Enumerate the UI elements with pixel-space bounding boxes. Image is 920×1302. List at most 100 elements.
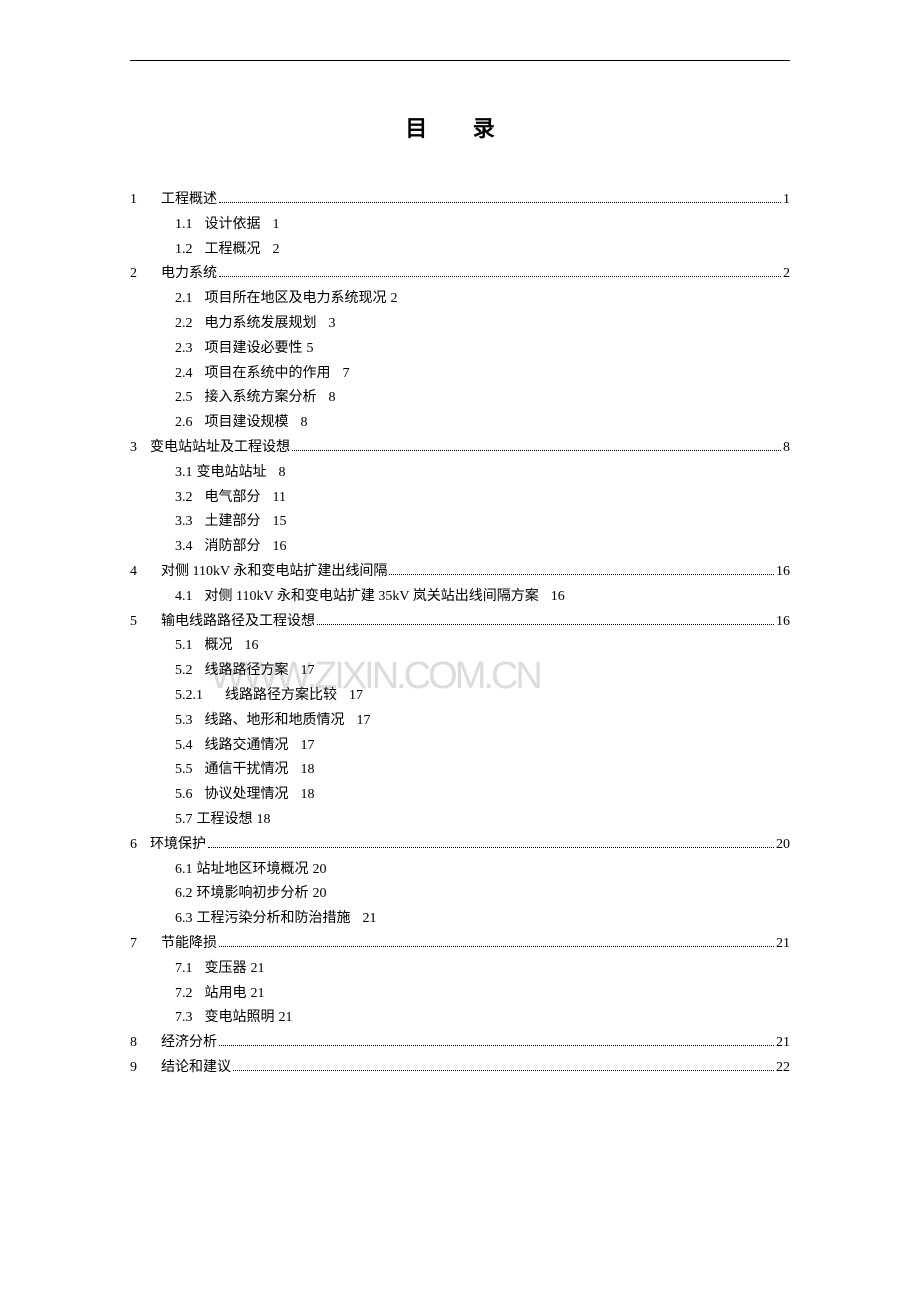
toc-entry-page: 8 bbox=[301, 411, 308, 435]
toc-sub-entry: 6.3工程污染分析和防治措施21 bbox=[130, 907, 790, 931]
toc-sub-entry: 5.6 协议处理情况 18 bbox=[130, 783, 790, 807]
toc-entry-page: 21 bbox=[776, 1031, 790, 1055]
toc-entry-page: 2 bbox=[391, 287, 398, 311]
toc-entry-label: 协议处理情况 bbox=[205, 783, 289, 807]
toc-entry-label: 线路路径方案比较 bbox=[225, 684, 337, 708]
toc-entry-number: 9 bbox=[130, 1056, 155, 1080]
toc-entry-label: 节能降损 bbox=[161, 932, 217, 956]
toc-entry-page: 18 bbox=[301, 783, 315, 807]
toc-entry-page: 16 bbox=[776, 610, 790, 634]
toc-entry-label: 项目建设必要性 bbox=[205, 337, 303, 361]
toc-entry-number: 4 bbox=[130, 560, 155, 584]
toc-leader-dots bbox=[219, 946, 774, 947]
toc-entry-label: 工程设想 bbox=[197, 808, 253, 832]
toc-entry-page: 20 bbox=[313, 858, 327, 882]
toc-sub-entry: 5.4线路交通情况17 bbox=[130, 734, 790, 758]
toc-entry-page: 20 bbox=[776, 833, 790, 857]
toc-entry-number: 7.2 bbox=[175, 982, 193, 1006]
toc-entry-page: 1 bbox=[273, 213, 280, 237]
toc-entry-label: 通信干扰情况 bbox=[205, 758, 289, 782]
toc-entry-page: 16 bbox=[551, 585, 565, 609]
page: 目 录 1工程概述11.1设计依据11.2工程概况22电力系统22.1项目所在地… bbox=[0, 0, 920, 1141]
toc-entry-number: 2.6 bbox=[175, 411, 193, 435]
toc-sub-entry: 5.3线路、地形和地质情况17 bbox=[130, 709, 790, 733]
page-title: 目 录 bbox=[130, 111, 790, 143]
toc-sub-entry: 2.3项目建设必要性5 bbox=[130, 337, 790, 361]
toc-main-entry: 6环境保护20 bbox=[130, 833, 790, 857]
toc-entry-label: 项目建设规模 bbox=[205, 411, 289, 435]
toc-entry-page: 8 bbox=[279, 461, 286, 485]
toc-entry-label: 环境影响初步分析 bbox=[197, 882, 309, 906]
toc-entry-number: 5.7 bbox=[175, 808, 193, 832]
toc-entry-number: 4.1 bbox=[175, 585, 193, 609]
toc-sub-entry: 5.5通信干扰情况18 bbox=[130, 758, 790, 782]
toc-entry-number: 3 bbox=[130, 436, 148, 460]
toc-entry-label: 经济分析 bbox=[161, 1031, 217, 1055]
toc-entry-label: 工程污染分析和防治措施 bbox=[197, 907, 351, 931]
toc-leader-dots bbox=[208, 847, 774, 848]
toc-sub-entry: 7.2站用电21 bbox=[130, 982, 790, 1006]
toc-entry-page: 21 bbox=[776, 932, 790, 956]
toc-entry-page: 21 bbox=[279, 1006, 293, 1030]
toc-sub-entry: 2.6 项目建设规模 8 bbox=[130, 411, 790, 435]
toc-entry-page: 18 bbox=[257, 808, 271, 832]
toc-sub-entry: 4.1 对侧 110kV 永和变电站扩建 35kV 岚关站出线间隔方案 16 bbox=[130, 585, 790, 609]
toc-entry-page: 18 bbox=[301, 758, 315, 782]
toc-main-entry: 4对侧 110kV 永和变电站扩建出线间隔16 bbox=[130, 560, 790, 584]
toc-entry-number: 2.1 bbox=[175, 287, 193, 311]
toc-entry-page: 17 bbox=[301, 734, 315, 758]
toc-sub-entry: 2.4项目在系统中的作用7 bbox=[130, 362, 790, 386]
toc-entry-number: 1.2 bbox=[175, 238, 193, 262]
toc-entry-number: 6.2 bbox=[175, 882, 193, 906]
toc-main-entry: 1工程概述1 bbox=[130, 188, 790, 212]
toc-entry-label: 项目在系统中的作用 bbox=[205, 362, 331, 386]
toc-sub-entry: 1.2工程概况2 bbox=[130, 238, 790, 262]
toc-entry-page: 2 bbox=[273, 238, 280, 262]
toc-entry-page: 7 bbox=[343, 362, 350, 386]
toc-leader-dots bbox=[219, 276, 781, 277]
toc-sub-entry: 3.1变电站站址 8 bbox=[130, 461, 790, 485]
toc-entry-number: 3.1 bbox=[175, 461, 193, 485]
toc-entry-number: 1 bbox=[130, 188, 155, 212]
toc-entry-page: 16 bbox=[776, 560, 790, 584]
toc-main-entry: 7节能降损21 bbox=[130, 932, 790, 956]
toc-entry-page: 8 bbox=[783, 436, 790, 460]
toc-main-entry: 3变电站站址及工程设想8 bbox=[130, 436, 790, 460]
toc-entry-page: 5 bbox=[307, 337, 314, 361]
toc-sub-entry: 5.1概况16 bbox=[130, 634, 790, 658]
toc-entry-label: 变电站站址 bbox=[197, 461, 267, 485]
toc-sub-entry: 7.1变压器21 bbox=[130, 957, 790, 981]
toc-entry-label: 对侧 110kV 永和变电站扩建 35kV 岚关站出线间隔方案 bbox=[205, 585, 539, 609]
toc-leader-dots bbox=[292, 450, 781, 451]
toc-entry-page: 17 bbox=[349, 684, 363, 708]
toc-entry-label: 电力系统 bbox=[161, 262, 217, 286]
toc-entry-number: 5.1 bbox=[175, 634, 193, 658]
toc-entry-number: 5.6 bbox=[175, 783, 193, 807]
toc-entry-page: 16 bbox=[245, 634, 259, 658]
toc-entry-page: 2 bbox=[783, 262, 790, 286]
toc-entry-number: 6.3 bbox=[175, 907, 193, 931]
toc-entry-number: 5 bbox=[130, 610, 155, 634]
toc-entry-label: 土建部分 bbox=[205, 510, 261, 534]
toc-entry-number: 3.3 bbox=[175, 510, 193, 534]
toc-entry-page: 3 bbox=[329, 312, 336, 336]
toc-entry-page: 8 bbox=[329, 386, 336, 410]
toc-sub-entry: 3.3 土建部分 15 bbox=[130, 510, 790, 534]
toc-sub-entry: 5.2线路路径方案17 bbox=[130, 659, 790, 683]
toc-leader-dots bbox=[219, 1045, 774, 1046]
toc-entry-label: 线路路径方案 bbox=[205, 659, 289, 683]
toc-entry-page: 15 bbox=[273, 510, 287, 534]
toc-entry-number: 6.1 bbox=[175, 858, 193, 882]
toc-entry-label: 结论和建议 bbox=[161, 1056, 231, 1080]
toc-entry-number: 7.1 bbox=[175, 957, 193, 981]
toc-sub-entry: 2.2电力系统发展规划3 bbox=[130, 312, 790, 336]
toc-leader-dots bbox=[389, 574, 774, 575]
toc-entry-label: 电力系统发展规划 bbox=[205, 312, 317, 336]
toc-entry-label: 线路、地形和地质情况 bbox=[205, 709, 345, 733]
toc-leader-dots bbox=[233, 1070, 774, 1071]
toc-entry-number: 5.2 bbox=[175, 659, 193, 683]
toc-entry-number: 5.3 bbox=[175, 709, 193, 733]
toc-sub-entry: 6.1站址地区环境概况20 bbox=[130, 858, 790, 882]
toc-entry-page: 16 bbox=[273, 535, 287, 559]
toc-entry-label: 消防部分 bbox=[205, 535, 261, 559]
